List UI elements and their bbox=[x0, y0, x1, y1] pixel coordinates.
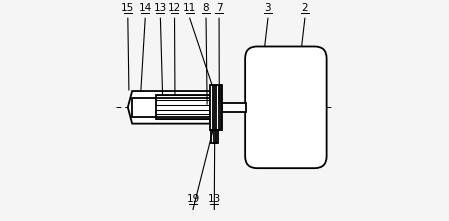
Polygon shape bbox=[211, 130, 218, 143]
Text: 3: 3 bbox=[264, 3, 271, 13]
Text: 13: 13 bbox=[154, 3, 167, 13]
Polygon shape bbox=[128, 91, 211, 124]
Text: 12: 12 bbox=[168, 3, 181, 13]
Text: 13: 13 bbox=[208, 194, 221, 204]
Text: 19: 19 bbox=[186, 194, 200, 204]
Text: 15: 15 bbox=[121, 3, 134, 13]
Polygon shape bbox=[211, 84, 222, 130]
Text: 11: 11 bbox=[183, 3, 196, 13]
Polygon shape bbox=[132, 97, 211, 117]
Text: 14: 14 bbox=[139, 3, 152, 13]
Polygon shape bbox=[222, 103, 246, 112]
Text: 7: 7 bbox=[216, 3, 222, 13]
Text: 8: 8 bbox=[202, 3, 209, 13]
FancyBboxPatch shape bbox=[245, 46, 326, 168]
Text: 2: 2 bbox=[302, 3, 308, 13]
